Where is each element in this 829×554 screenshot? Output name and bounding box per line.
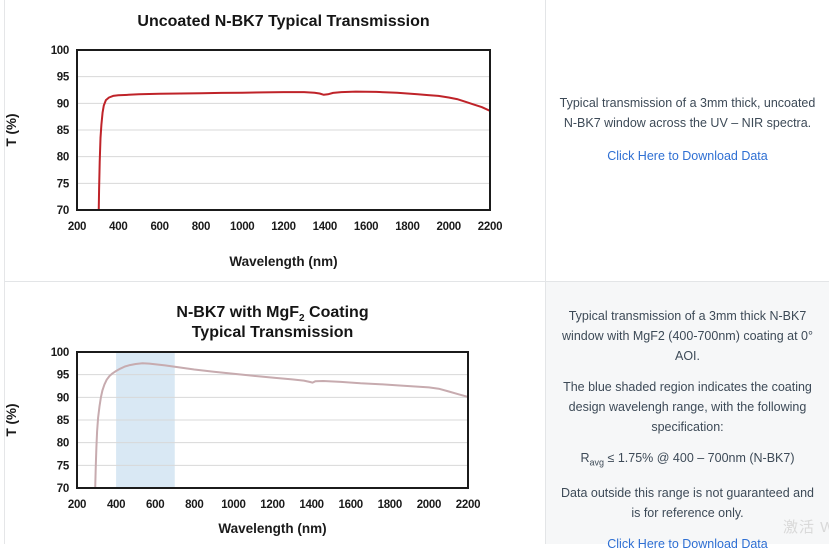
spec-value: ≤ 1.75% @ 400 – 700nm (N-BK7) (604, 451, 795, 465)
svg-text:100: 100 (51, 347, 69, 359)
uncoated-description-panel: Typical transmission of a 3mm thick, unc… (546, 0, 829, 281)
page-left-border (4, 0, 5, 544)
svg-text:T (%): T (%) (4, 404, 19, 437)
svg-text:85: 85 (57, 125, 70, 137)
svg-text:85: 85 (57, 415, 70, 427)
svg-text:2000: 2000 (437, 221, 461, 233)
svg-text:90: 90 (57, 98, 69, 110)
svg-text:95: 95 (57, 370, 70, 382)
uncoated-download-data-link[interactable]: Click Here to Download Data (607, 149, 768, 163)
svg-text:600: 600 (150, 221, 168, 233)
spec-symbol: R (580, 451, 590, 465)
svg-text:600: 600 (146, 499, 164, 511)
reference-disclaimer-text: Data outside this range is not guarantee… (561, 485, 814, 520)
svg-text:Typical Transmission: Typical Transmission (192, 324, 354, 341)
svg-text:70: 70 (57, 205, 69, 217)
activate-windows-watermark: 激活 W (783, 519, 829, 536)
svg-text:1800: 1800 (395, 221, 419, 233)
column-divider (545, 0, 546, 544)
uncoated-description-text: Typical transmission of a 3mm thick, unc… (559, 96, 816, 130)
svg-text:N-BK7 with MgF2 Coating: N-BK7 with MgF2 Coating (176, 304, 368, 324)
svg-text:1600: 1600 (339, 499, 363, 511)
spec-subscript: avg (589, 457, 605, 468)
svg-text:1400: 1400 (299, 499, 323, 511)
coated-description-panel: Typical transmission of a 3mm thick N-BK… (546, 282, 829, 551)
svg-text:70: 70 (57, 483, 69, 495)
svg-text:1600: 1600 (354, 221, 378, 233)
svg-text:200: 200 (68, 221, 86, 233)
svg-text:T (%): T (%) (4, 114, 19, 147)
svg-text:95: 95 (57, 72, 70, 84)
svg-text:1200: 1200 (260, 499, 284, 511)
svg-text:1000: 1000 (230, 221, 254, 233)
svg-text:400: 400 (107, 499, 125, 511)
reflectance-spec-text: Ravg ≤ 1.75% @ 400 – 700nm (N-BK7) (556, 448, 819, 470)
svg-text:1000: 1000 (221, 499, 245, 511)
svg-text:Wavelength (nm): Wavelength (nm) (218, 521, 326, 536)
svg-text:Uncoated N-BK7 Typical Transmi: Uncoated N-BK7 Typical Transmission (137, 13, 429, 30)
svg-text:200: 200 (68, 499, 86, 511)
row-divider (4, 281, 829, 282)
svg-text:80: 80 (57, 438, 69, 450)
svg-text:80: 80 (57, 152, 69, 164)
svg-text:75: 75 (57, 178, 70, 190)
svg-text:800: 800 (192, 221, 210, 233)
svg-text:100: 100 (51, 45, 69, 57)
uncoated-transmission-chart: 70 75 80 85 90 95 100 200 400 600 800 1000 1200 1400 1… (4, 13, 502, 269)
coated-description-text: Typical transmission of a 3mm thick N-BK… (562, 309, 813, 363)
svg-text:2000: 2000 (417, 499, 441, 511)
svg-text:1800: 1800 (378, 499, 402, 511)
svg-text:75: 75 (57, 460, 70, 472)
svg-text:Wavelength (nm): Wavelength (nm) (229, 254, 337, 269)
coated-transmission-chart: 70 75 80 85 90 95 100 200 400 600 800 1000 1200 1400 1… (4, 304, 480, 536)
svg-text:400: 400 (109, 221, 127, 233)
svg-text:1200: 1200 (271, 221, 295, 233)
svg-text:90: 90 (57, 392, 69, 404)
svg-text:1400: 1400 (313, 221, 337, 233)
svg-text:2200: 2200 (478, 221, 502, 233)
design-range-note-text: The blue shaded region indicates the coa… (563, 380, 812, 434)
svg-text:800: 800 (185, 499, 203, 511)
svg-text:2200: 2200 (456, 499, 480, 511)
